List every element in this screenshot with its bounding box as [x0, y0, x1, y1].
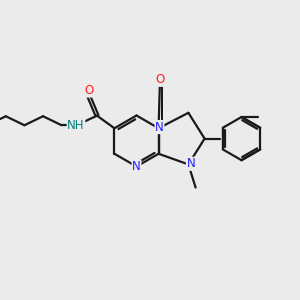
Text: NH: NH	[67, 119, 85, 132]
Text: O: O	[84, 84, 93, 97]
Text: N: N	[155, 121, 164, 134]
Text: N: N	[186, 157, 195, 170]
Text: O: O	[156, 73, 165, 86]
Text: N: N	[132, 160, 141, 173]
